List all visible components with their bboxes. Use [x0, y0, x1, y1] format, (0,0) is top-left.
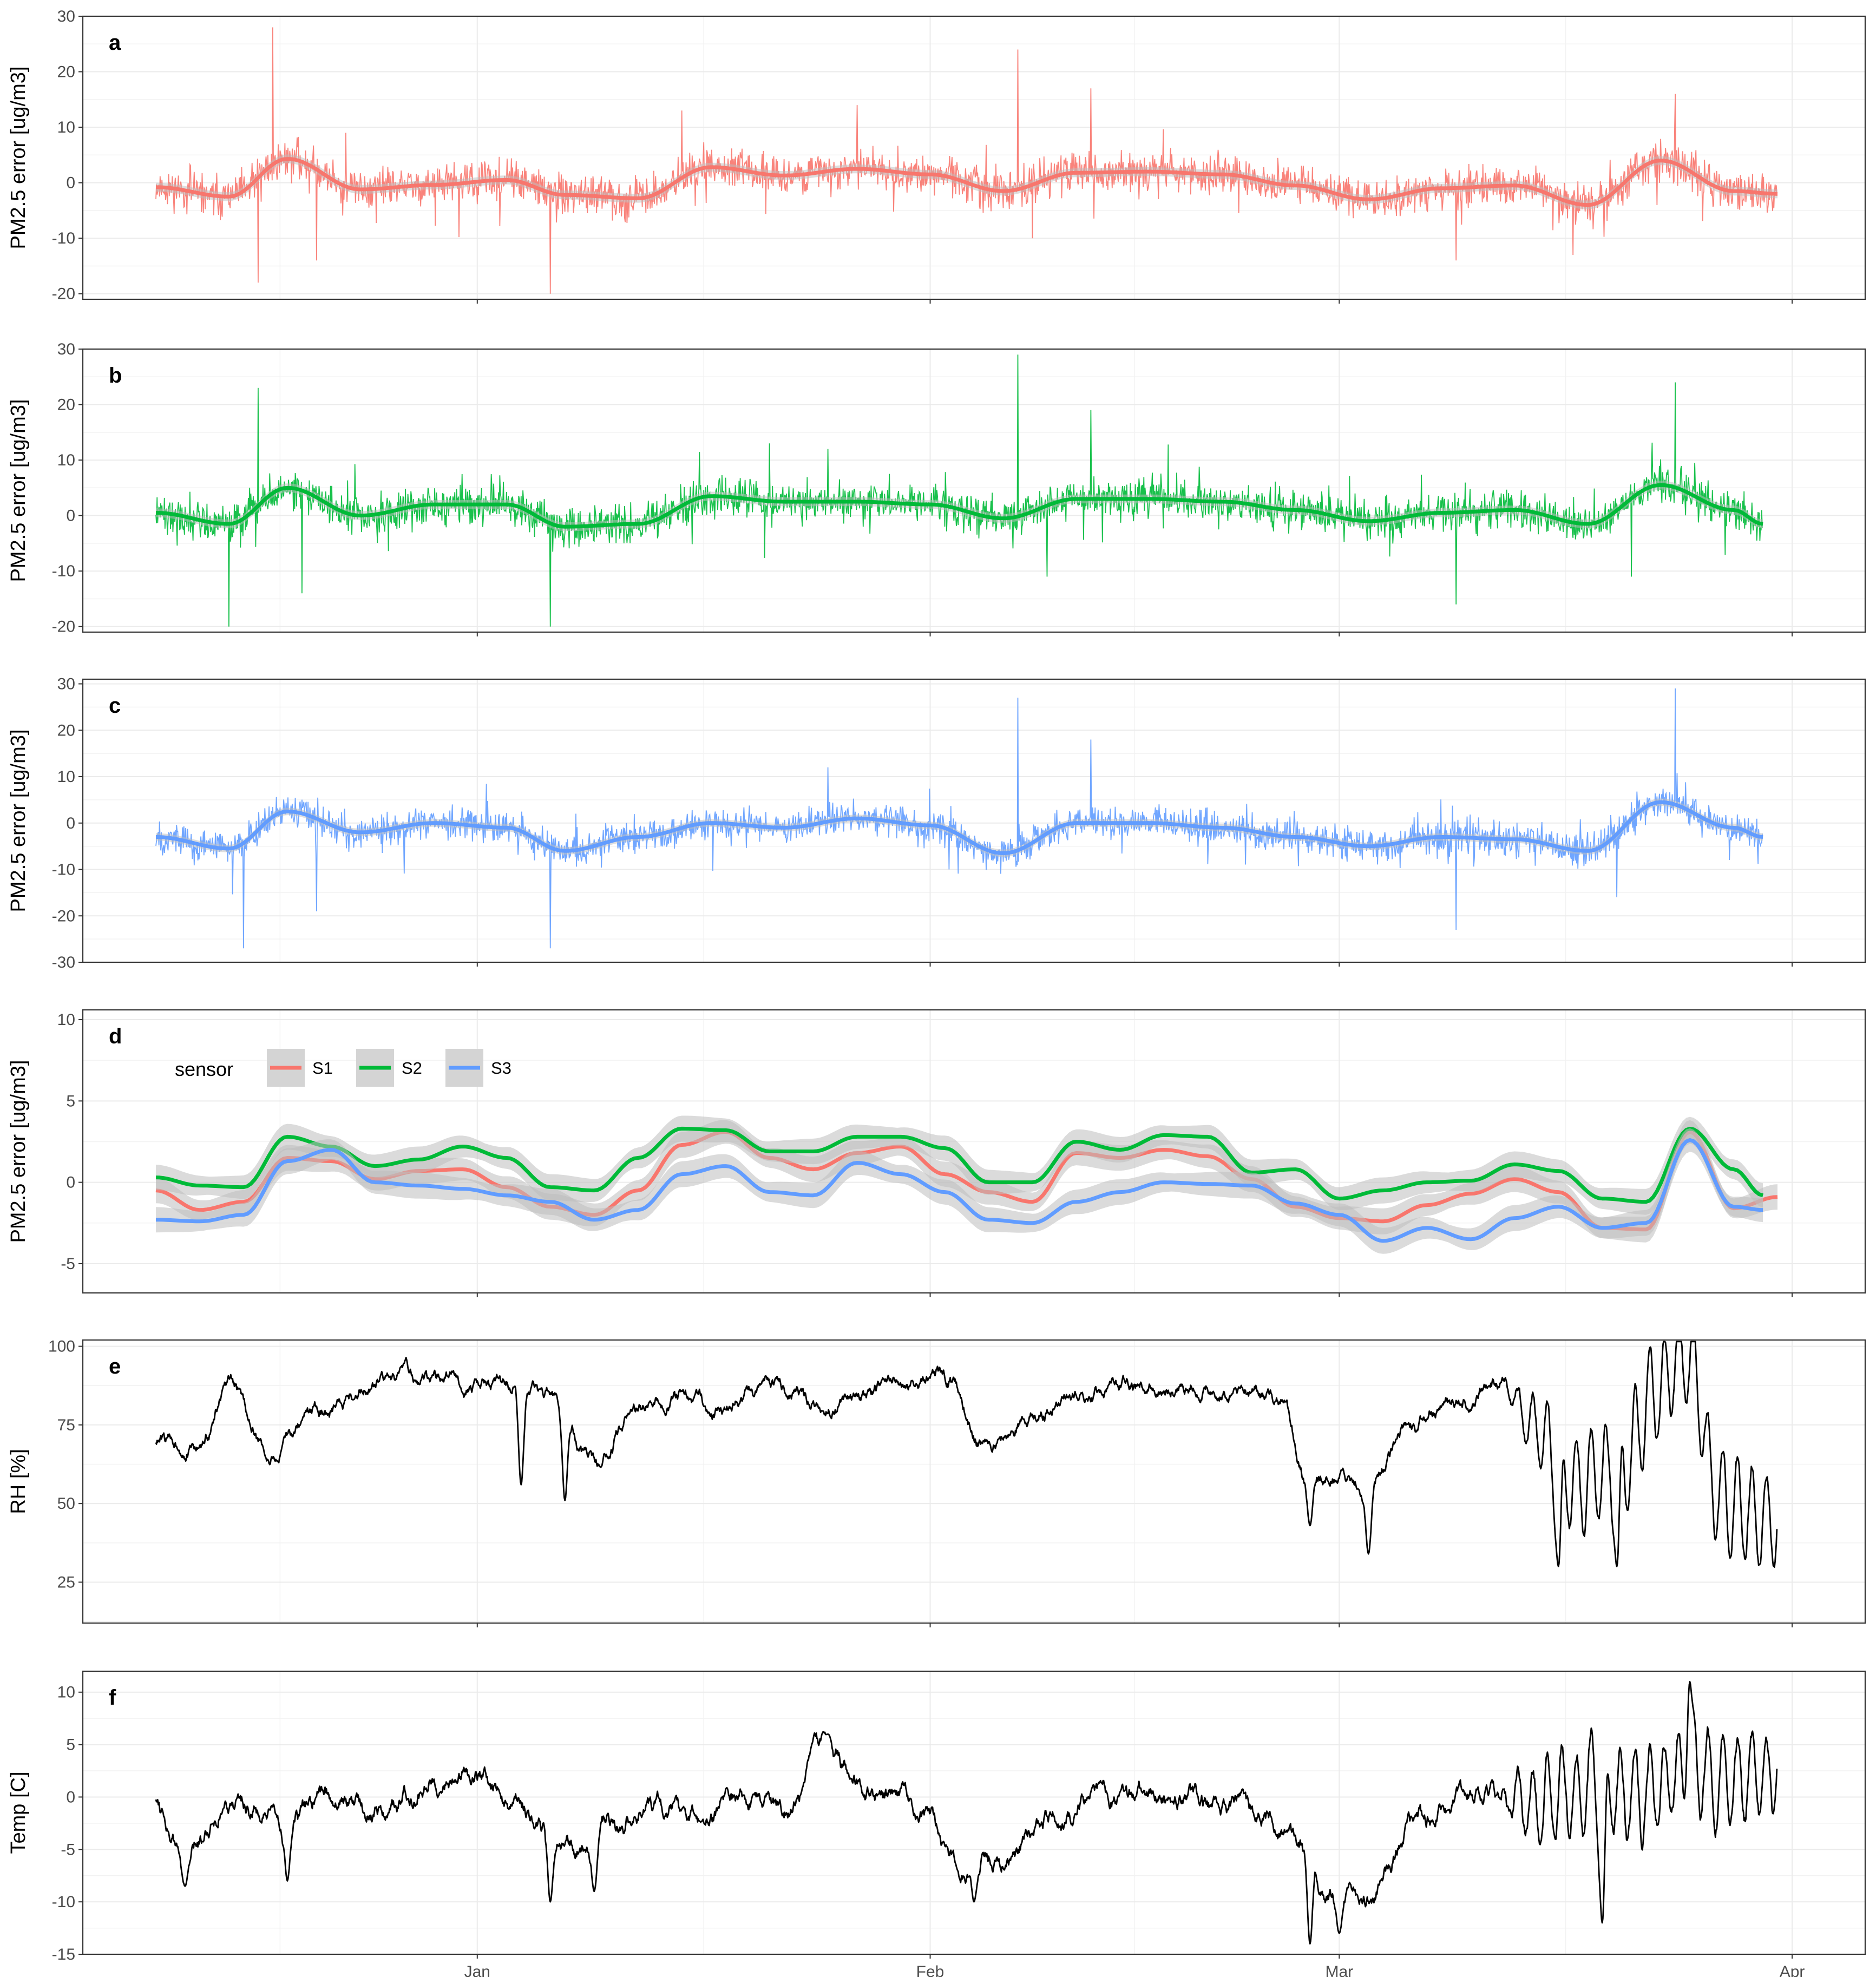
x-tick-label: Jan — [464, 1963, 490, 1977]
panel-tag: c — [109, 694, 121, 718]
y-tick-label: 0 — [66, 1788, 75, 1806]
y-tick-label: 10 — [57, 451, 75, 469]
panel-f: -15 -10 -5 0 5 10 Jan Feb Mar Apr Temp [C] f — [7, 1670, 1866, 1977]
panel-tag: a — [109, 31, 121, 55]
panel-border — [82, 1339, 1866, 1624]
legend-label-S2: S2 — [402, 1059, 422, 1078]
y-tick-label: 30 — [57, 8, 75, 25]
panels-layer: -20 -10 0 10 20 30 PM2.5 error [ug/m3] a -20 -10 0… — [7, 8, 1866, 1977]
smooth-line-S2 — [155, 1126, 1764, 1204]
x-tick-label: Mar — [1325, 1963, 1353, 1977]
smooth-trend-line — [155, 157, 1778, 207]
confidence-ribbon-S2 — [156, 1115, 1763, 1215]
y-tick-label: 25 — [57, 1573, 75, 1591]
observed-series — [155, 1341, 1778, 1568]
y-tick-label: 0 — [66, 174, 75, 192]
smooth-trend-line — [155, 483, 1763, 529]
y-axis-title: RH [%] — [7, 1449, 30, 1514]
y-tick-label: 0 — [66, 507, 75, 525]
panel-background — [83, 679, 1865, 962]
panel-e: 25 50 75 100 RH [%] e — [7, 1338, 1866, 1627]
smooth-line-S3 — [155, 1138, 1763, 1243]
panel-tag: d — [109, 1024, 122, 1048]
confidence-ribbon-S3 — [156, 1128, 1763, 1254]
x-tick-label: Apr — [1780, 1963, 1805, 1977]
y-tick-label: 10 — [57, 1684, 75, 1702]
legend-label-S3: S3 — [491, 1059, 511, 1078]
y-tick-label: 20 — [57, 721, 75, 739]
y-tick-label: -20 — [52, 285, 75, 303]
y-axis-title: PM2.5 error [ug/m3] — [7, 67, 30, 249]
legend: sensor S1 S2 S3 — [175, 1049, 511, 1087]
panel-border — [82, 348, 1866, 633]
y-tick-label: -10 — [52, 1893, 75, 1911]
y-tick-label: -10 — [52, 229, 75, 247]
y-tick-label: 75 — [57, 1416, 75, 1434]
y-axis-title: PM2.5 error [ug/m3] — [7, 730, 30, 912]
y-tick-label: -5 — [61, 1255, 75, 1273]
panel-d: -5 0 5 10 PM2.5 error [ug/m3] d sensor S1 S2 S3 — [7, 1009, 1866, 1297]
legend-label-S1: S1 — [312, 1059, 333, 1078]
smooth-trend-line — [155, 800, 1763, 855]
y-tick-label: 30 — [57, 675, 75, 693]
y-tick-label: -10 — [52, 861, 75, 879]
y-tick-label: 10 — [57, 768, 75, 786]
panel-tag: e — [109, 1355, 121, 1378]
x-tick-label: Feb — [916, 1963, 944, 1977]
y-tick-label: 100 — [48, 1338, 75, 1356]
panel-border — [82, 15, 1866, 300]
raw-error-series — [155, 27, 1777, 294]
legend-title: sensor — [175, 1058, 233, 1080]
y-tick-label: -30 — [52, 954, 75, 971]
y-axis-title: PM2.5 error [ug/m3] — [7, 399, 30, 582]
y-tick-label: 0 — [66, 1174, 75, 1192]
panel-a: -20 -10 0 10 20 30 PM2.5 error [ug/m3] a — [7, 8, 1866, 304]
y-tick-label: 5 — [66, 1736, 75, 1754]
observed-series — [155, 1681, 1778, 1945]
panel-b: -20 -10 0 10 20 30 PM2.5 error [ug/m3] b — [7, 340, 1866, 636]
panel-c: -30 -20 -10 0 10 20 30 PM2.5 error [ug/m3] c — [7, 675, 1866, 971]
y-tick-label: 10 — [57, 119, 75, 136]
panel-tag: b — [109, 364, 122, 387]
panel-tag: f — [109, 1686, 116, 1710]
panel-border — [82, 1009, 1866, 1294]
y-tick-label: 20 — [57, 396, 75, 414]
raw-error-series — [155, 688, 1763, 949]
y-tick-label: 20 — [57, 63, 75, 81]
y-tick-label: 10 — [57, 1011, 75, 1029]
panel-background — [83, 1671, 1865, 1954]
y-tick-label: -5 — [61, 1841, 75, 1858]
y-tick-label: 5 — [66, 1092, 75, 1110]
panel-background — [83, 16, 1865, 299]
panel-background — [83, 349, 1865, 632]
confidence-ribbon — [156, 481, 1763, 531]
panel-border — [82, 678, 1866, 963]
panel-background — [83, 1340, 1865, 1623]
y-tick-label: -20 — [52, 907, 75, 925]
y-tick-label: -20 — [52, 618, 75, 636]
y-tick-label: -10 — [52, 562, 75, 580]
raw-error-series — [155, 354, 1763, 627]
y-axis-title: Temp [C] — [7, 1771, 30, 1854]
y-tick-label: 0 — [66, 815, 75, 832]
y-tick-label: -15 — [52, 1946, 75, 1963]
y-tick-label: 50 — [57, 1495, 75, 1513]
y-tick-label: 30 — [57, 340, 75, 358]
panel-border — [82, 1670, 1866, 1955]
y-axis-title: PM2.5 error [ug/m3] — [7, 1060, 30, 1243]
